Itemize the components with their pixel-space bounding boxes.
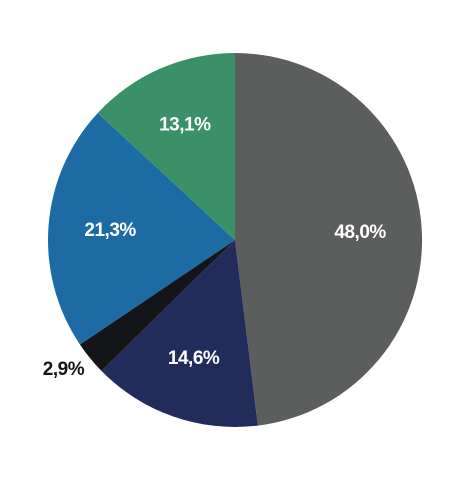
pie-slices <box>47 52 423 428</box>
pie-slice-label-1: 14,6% <box>168 348 220 369</box>
pie-labels: 48,0% 14,6% 2,9% 21,3% 13,1% <box>43 115 387 380</box>
pie-slice-label-3: 21,3% <box>84 220 136 241</box>
pie-slice-label-0: 48,0% <box>334 222 386 243</box>
pie-slice-3 <box>47 112 236 345</box>
pie-slice-label-2: 2,9% <box>43 359 85 380</box>
pie-slice-1 <box>101 240 258 428</box>
pie-slice-4 <box>97 53 235 240</box>
pie-slice-2 <box>79 240 236 371</box>
pie-slice-0 <box>235 52 423 426</box>
pie-slice-label-4: 13,1% <box>159 115 211 136</box>
